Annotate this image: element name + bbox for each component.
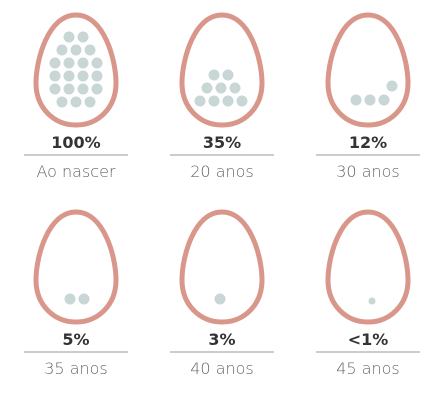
age: 45 anos xyxy=(336,359,400,378)
egg-item: 35% 20 anos xyxy=(170,12,274,181)
egg-dot xyxy=(70,96,82,108)
egg-dot xyxy=(63,70,75,82)
egg xyxy=(179,209,265,325)
egg-dot xyxy=(64,293,76,305)
egg-dot xyxy=(194,95,206,107)
percent: 100% xyxy=(51,133,100,152)
egg xyxy=(325,209,411,325)
egg xyxy=(33,12,119,128)
egg-dot xyxy=(49,70,61,82)
egg-dot xyxy=(229,82,241,94)
egg-dot xyxy=(63,31,75,43)
egg-dot xyxy=(84,96,96,108)
age: 30 anos xyxy=(336,162,400,181)
age: Ao nascer xyxy=(36,162,115,181)
percent: <1% xyxy=(348,330,389,349)
egg-dot xyxy=(49,83,61,95)
egg-item: 12% 30 anos xyxy=(316,12,420,181)
egg-dot xyxy=(56,44,68,56)
egg-item: 3% 40 anos xyxy=(170,209,274,378)
egg-item: <1% 45 anos xyxy=(316,209,420,378)
egg-dot xyxy=(222,95,234,107)
egg-dot xyxy=(91,83,103,95)
egg-dot xyxy=(70,44,82,56)
egg-dot xyxy=(77,57,89,69)
egg-dot xyxy=(78,293,90,305)
egg-dot xyxy=(364,94,376,106)
egg-dot xyxy=(63,83,75,95)
egg-item: 100% Ao nascer xyxy=(24,12,128,181)
egg-dot xyxy=(77,70,89,82)
egg-item: 5% 35 anos xyxy=(24,209,128,378)
egg-dot xyxy=(222,69,234,81)
age: 20 anos xyxy=(190,162,254,181)
percent: 12% xyxy=(349,133,387,152)
age: 40 anos xyxy=(190,359,254,378)
egg-dot xyxy=(208,69,220,81)
egg-dot xyxy=(378,94,390,106)
egg-dot xyxy=(208,95,220,107)
egg-dot xyxy=(84,44,96,56)
percent: 3% xyxy=(208,330,235,349)
egg-dot xyxy=(215,82,227,94)
egg xyxy=(325,12,411,128)
egg-dot xyxy=(63,57,75,69)
egg-dot xyxy=(77,31,89,43)
egg-dot xyxy=(201,82,213,94)
egg-dot xyxy=(214,293,226,305)
age: 35 anos xyxy=(44,359,108,378)
egg-dot xyxy=(91,70,103,82)
egg xyxy=(179,12,265,128)
egg-dot xyxy=(350,94,362,106)
egg-dot xyxy=(77,83,89,95)
percent: 35% xyxy=(203,133,241,152)
egg-dot xyxy=(49,57,61,69)
egg-dot xyxy=(91,57,103,69)
egg-dot xyxy=(368,297,376,305)
percent: 5% xyxy=(62,330,89,349)
egg xyxy=(33,209,119,325)
egg-dot xyxy=(56,96,68,108)
egg-dot xyxy=(236,95,248,107)
egg-dot xyxy=(386,80,398,92)
